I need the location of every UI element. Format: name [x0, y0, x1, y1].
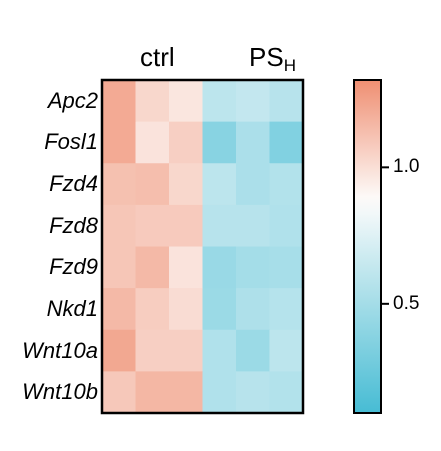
row-label-wnt10a: Wnt10a [22, 337, 98, 363]
heatmap-cell-nkd1-1 [102, 288, 137, 331]
heatmap-cell-fzd8-4 [202, 204, 237, 248]
heatmap-cell-nkd1-5 [236, 288, 271, 331]
heatmap-cell-fzd4-2 [135, 163, 170, 206]
heatmap-cell-fzd9-5 [236, 246, 271, 289]
heatmap-cell-fzd9-2 [135, 246, 170, 289]
heatmap-cell-wnt10a-1 [102, 329, 137, 372]
heatmap-cell-apc2-2 [135, 80, 170, 123]
heatmap-cell-wnt10b-5 [236, 371, 271, 414]
heatmap-cell-apc2-6 [269, 80, 304, 123]
heatmap-cell-wnt10a-4 [202, 329, 237, 372]
row-label-fzd4: Fzd4 [49, 171, 98, 197]
heatmap-cell-fzd9-1 [102, 246, 137, 289]
heatmap-cell-fzd9-3 [169, 246, 204, 289]
heatmap-cell-apc2-1 [102, 80, 137, 123]
row-label-fzd9: Fzd9 [49, 254, 98, 280]
heatmap-cell-fzd8-2 [135, 204, 170, 248]
heatmap-cell-wnt10b-4 [202, 371, 237, 414]
column-group-psh-label: PSH [249, 42, 296, 75]
heatmap-cell-fzd8-5 [236, 204, 271, 248]
heatmap-cell-fosl1-3 [169, 121, 204, 164]
heatmap-cell-fosl1-4 [202, 121, 237, 164]
heatmap-cell-wnt10b-1 [102, 371, 137, 414]
heatmap-cell-wnt10a-2 [135, 329, 170, 372]
heatmap-cell-wnt10a-3 [169, 329, 204, 372]
heatmap-cell-nkd1-3 [169, 288, 204, 331]
row-label-nkd1: Nkd1 [46, 295, 98, 321]
heatmap-cell-fzd4-3 [169, 163, 204, 206]
heatmap-cell-wnt10a-5 [236, 329, 271, 372]
heatmap-cell-fosl1-5 [236, 121, 271, 164]
colorbar-tick-label-0.5: 0.5 [393, 292, 420, 314]
heatmap-cell-nkd1-2 [135, 288, 170, 331]
heatmap-cell-fzd4-1 [102, 163, 137, 206]
heatmap-cell-fzd8-3 [169, 204, 204, 248]
colorbar [353, 79, 382, 414]
heatmap-cell-fzd8-1 [102, 204, 137, 248]
heatmap-cell-fzd4-6 [269, 163, 304, 206]
heatmap-cell-apc2-4 [202, 80, 237, 123]
heatmap-cell-fosl1-6 [269, 121, 304, 164]
heatmap-cell-wnt10b-3 [169, 371, 204, 414]
heatmap-border [100, 78, 305, 415]
heatmap-cell-fosl1-2 [135, 121, 170, 164]
heatmap-cell-apc2-5 [236, 80, 271, 123]
heatmap-cell-nkd1-6 [269, 288, 304, 331]
row-label-wnt10b: Wnt10b [22, 379, 98, 405]
heatmap-cell-fzd4-5 [236, 163, 271, 206]
heatmap-cell-fzd8-6 [269, 204, 304, 248]
heatmap-cell-wnt10b-2 [135, 371, 170, 414]
column-group-ctrl-label: ctrl [140, 42, 175, 72]
heatmap-cell-fzd9-4 [202, 246, 237, 289]
row-label-apc2: Apc2 [47, 87, 98, 113]
row-label-fzd8: Fzd8 [49, 212, 98, 238]
heatmap-cell-wnt10a-6 [269, 329, 304, 372]
row-label-fosl1: Fosl1 [44, 129, 98, 155]
heatmap-cell-fzd4-4 [202, 163, 237, 206]
colorbar-tick-label-1.0: 1.0 [393, 156, 420, 178]
heatmap-cell-apc2-3 [169, 80, 204, 123]
heatmap-cell-wnt10b-6 [269, 371, 304, 414]
heatmap-cell-fzd9-6 [269, 246, 304, 289]
heatmap-cell-fosl1-1 [102, 121, 137, 164]
heatmap-cell-nkd1-4 [202, 288, 237, 331]
